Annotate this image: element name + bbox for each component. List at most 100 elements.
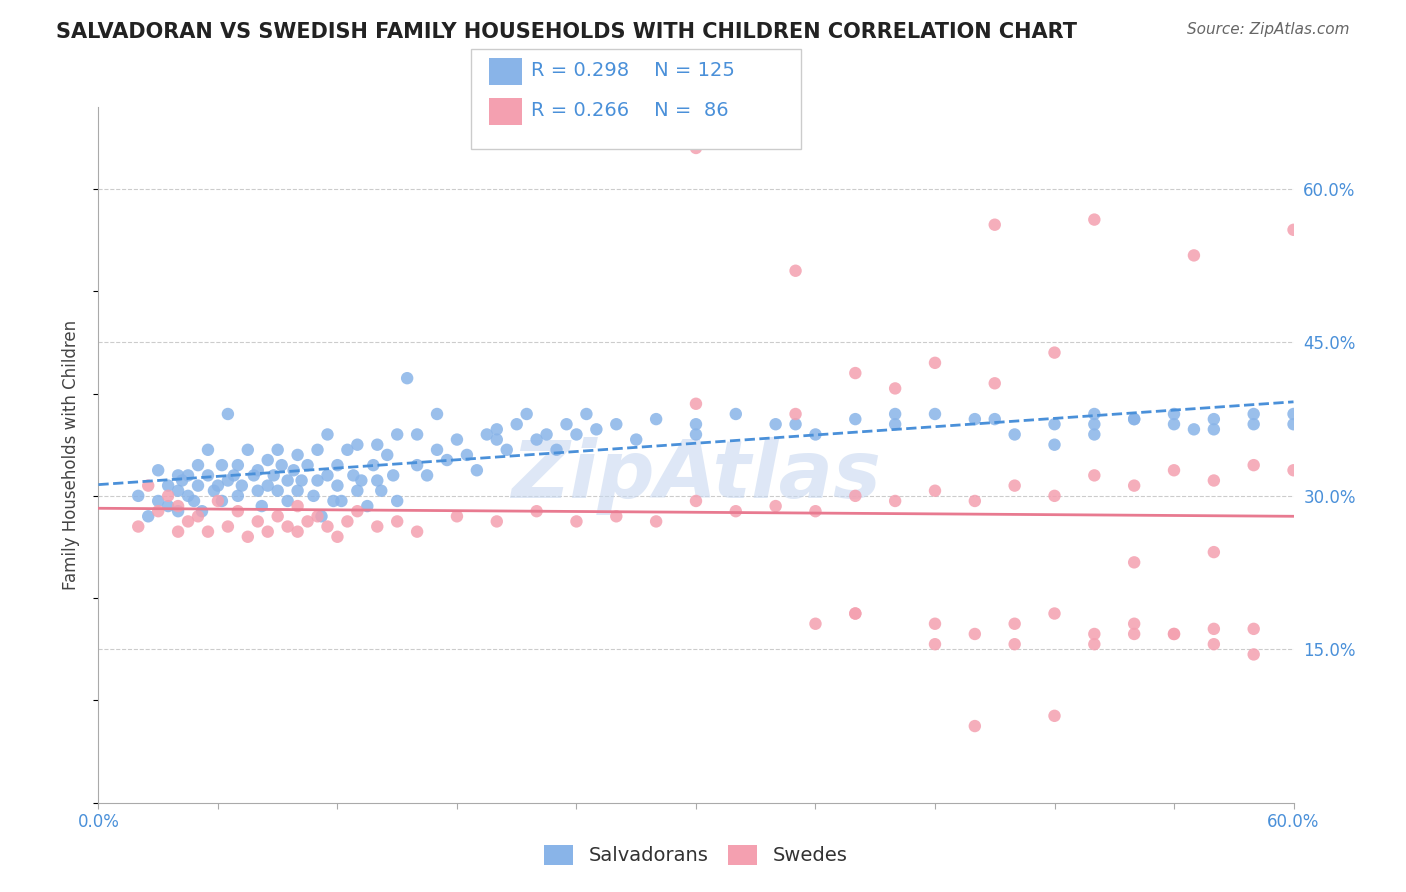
Point — [157, 478, 180, 492]
Point — [924, 616, 946, 631]
Point — [330, 494, 353, 508]
Point — [291, 474, 314, 488]
Point — [246, 483, 269, 498]
Point — [385, 515, 409, 529]
Point — [1182, 422, 1205, 436]
Point — [287, 448, 309, 462]
Point — [844, 366, 866, 380]
Point — [1202, 622, 1225, 636]
Text: ZipAtlas: ZipAtlas — [510, 437, 882, 515]
Point — [1043, 438, 1066, 452]
Point — [924, 407, 946, 421]
Point — [187, 509, 209, 524]
Point — [148, 504, 170, 518]
Point — [277, 519, 299, 533]
Point — [326, 478, 349, 492]
Point — [366, 519, 388, 533]
Point — [136, 509, 159, 524]
Point — [256, 478, 278, 492]
Point — [1083, 468, 1105, 483]
Point — [1163, 627, 1185, 641]
Point — [287, 483, 309, 498]
Point — [316, 468, 339, 483]
Point — [1163, 463, 1185, 477]
Point — [924, 637, 946, 651]
Point — [167, 524, 190, 539]
Point — [984, 218, 1007, 232]
Point — [1043, 345, 1066, 359]
Point — [1282, 417, 1305, 432]
Point — [366, 438, 388, 452]
Point — [785, 417, 807, 432]
Point — [804, 427, 827, 442]
Point — [246, 463, 269, 477]
Point — [804, 504, 827, 518]
Point — [844, 607, 866, 621]
Point — [963, 627, 986, 641]
Point — [1282, 463, 1305, 477]
Point — [250, 499, 273, 513]
Point — [127, 519, 149, 533]
Text: SALVADORAN VS SWEDISH FAMILY HOUSEHOLDS WITH CHILDREN CORRELATION CHART: SALVADORAN VS SWEDISH FAMILY HOUSEHOLDS … — [56, 22, 1077, 42]
Point — [1123, 412, 1146, 426]
Point — [575, 407, 598, 421]
Point — [645, 412, 668, 426]
Point — [963, 494, 986, 508]
Point — [167, 468, 190, 483]
Point — [172, 474, 194, 488]
Point — [1282, 223, 1305, 237]
Point — [605, 509, 627, 524]
Point — [565, 427, 588, 442]
Point — [187, 458, 209, 472]
Point — [322, 494, 344, 508]
Point — [1182, 248, 1205, 262]
Point — [1243, 407, 1265, 421]
Point — [1202, 545, 1225, 559]
Point — [307, 442, 329, 457]
Point — [297, 458, 319, 472]
Point — [785, 407, 807, 421]
Point — [370, 483, 392, 498]
Point — [217, 519, 239, 533]
Point — [342, 468, 364, 483]
Point — [406, 524, 429, 539]
Point — [555, 417, 578, 432]
Point — [197, 442, 219, 457]
Point — [236, 442, 259, 457]
Point — [183, 494, 205, 508]
Point — [246, 515, 269, 529]
Point — [485, 433, 508, 447]
Point — [844, 489, 866, 503]
Point — [685, 141, 707, 155]
Point — [1123, 412, 1146, 426]
Point — [226, 458, 249, 472]
Point — [416, 468, 439, 483]
Text: Source: ZipAtlas.com: Source: ZipAtlas.com — [1187, 22, 1350, 37]
Point — [283, 463, 305, 477]
Point — [157, 489, 180, 503]
Point — [565, 515, 588, 529]
Point — [685, 397, 707, 411]
Point — [1004, 427, 1026, 442]
Point — [884, 494, 907, 508]
Point — [546, 442, 568, 457]
Point — [336, 442, 359, 457]
Point — [1243, 458, 1265, 472]
Point — [382, 468, 405, 483]
Point — [924, 356, 946, 370]
Point — [475, 427, 498, 442]
Point — [456, 448, 478, 462]
Point — [685, 417, 707, 432]
Point — [626, 433, 648, 447]
Point — [236, 530, 259, 544]
Point — [307, 474, 329, 488]
Point — [202, 483, 225, 498]
Point — [963, 719, 986, 733]
Point — [222, 468, 245, 483]
Point — [1083, 417, 1105, 432]
Point — [506, 417, 529, 432]
Point — [585, 422, 607, 436]
Point — [256, 453, 278, 467]
Point — [1202, 474, 1225, 488]
Point — [1083, 212, 1105, 227]
